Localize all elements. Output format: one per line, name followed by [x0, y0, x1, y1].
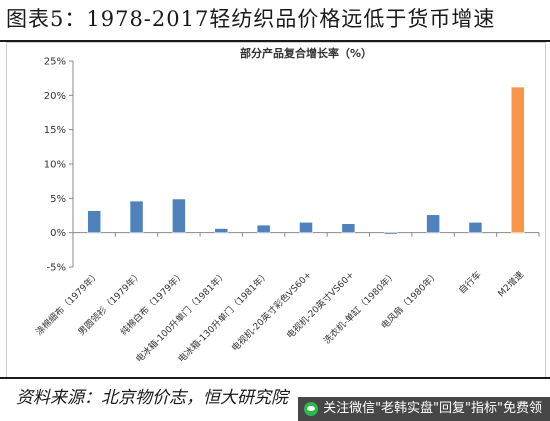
y-tick-label: -5%: [47, 263, 66, 274]
x-tick-label: 电视机-20英寸彩色VS60+: [229, 269, 314, 354]
source-note: 资料来源：北京物价志，恒大研究院: [16, 388, 288, 408]
report-footer: 资料来源：北京物价志，恒大研究院 关注微信"老韩实盘"回复"指标"免费领: [0, 377, 550, 421]
bar: [299, 222, 313, 233]
bar: [468, 222, 483, 233]
x-tick-label: 自行车: [456, 269, 484, 297]
y-tick-label: 15%: [44, 125, 66, 136]
y-tick-label: 10%: [44, 160, 66, 171]
wechat-icon: [304, 402, 319, 416]
bar: [172, 198, 186, 233]
x-tick-label: 电冰箱-100升单门（1981年）: [133, 269, 229, 365]
x-tick-label: M2增速: [495, 269, 526, 300]
y-tick-label: 5%: [50, 194, 66, 205]
chart-panel: 部分产品复合增长率（%） -5% 0% 5% 10% 15% 20% 25% 涤棉细布（1979…: [6, 42, 546, 378]
y-tick-label: 0%: [50, 228, 66, 239]
bar: [511, 86, 525, 233]
bar: [129, 200, 144, 233]
bar: [426, 214, 440, 233]
x-tick-label: 洗衣机-单缸（1980年）: [321, 269, 399, 347]
chart-title: 部分产品复合增长率（%）: [240, 46, 372, 60]
report-header: 图表5：1978-2017轻纺织品价格远低于货币增速: [0, 0, 550, 42]
y-tick-label: 20%: [44, 91, 66, 102]
bar: [256, 224, 271, 233]
bar: [341, 223, 356, 233]
bar: [214, 228, 229, 233]
figure-title: 图表5：1978-2017轻纺织品价格远低于货币增速: [6, 7, 496, 31]
watermark-banner: 关注微信"老韩实盘"回复"指标"免费领: [298, 397, 550, 421]
bar: [383, 232, 398, 235]
bar: [87, 210, 101, 233]
x-tick-label: 电冰箱-130升单门（1981年）: [175, 269, 271, 365]
bar-chart: 部分产品复合增长率（%）-5%0%5%10%15%20%25%涤棉细布（1979…: [33, 46, 540, 365]
watermark-text: 关注微信"老韩实盘"回复"指标"免费领: [323, 401, 542, 416]
y-tick-label: 25%: [44, 57, 66, 68]
